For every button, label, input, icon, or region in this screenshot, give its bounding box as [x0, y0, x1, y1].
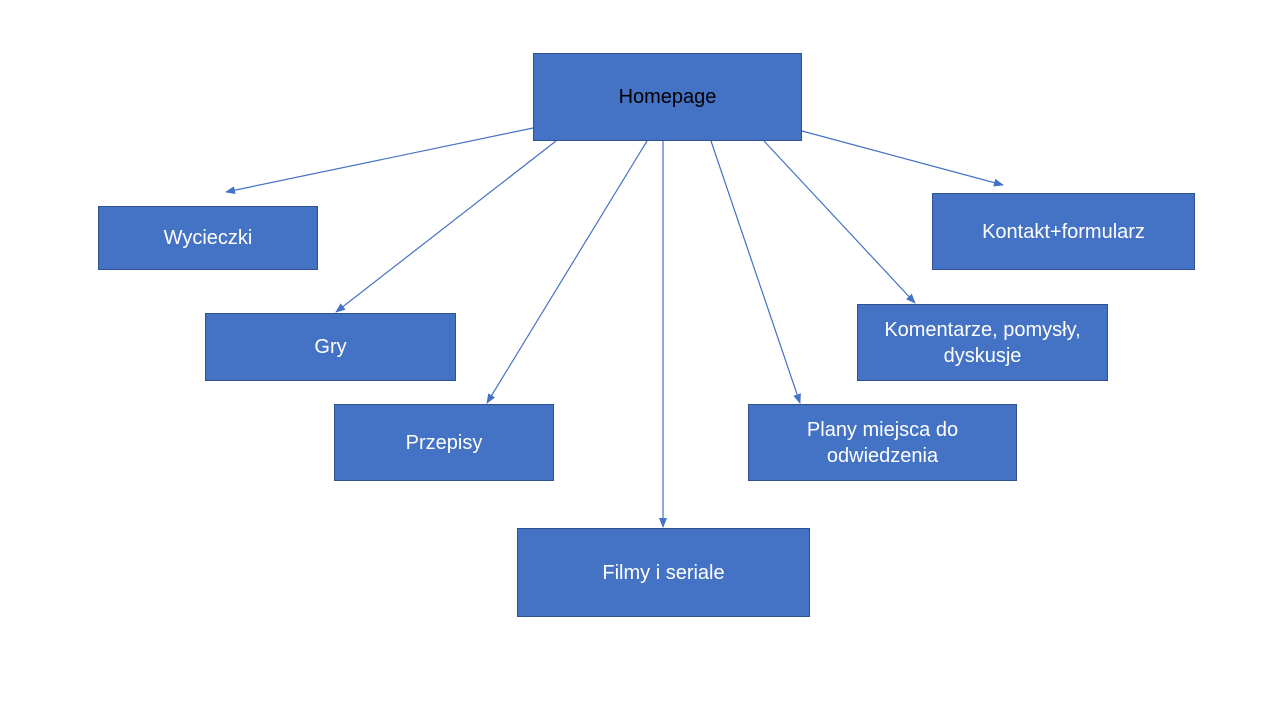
node-filmy-label: Filmy i seriale — [602, 561, 725, 584]
node-kontakt-formularz[interactable]: Kontakt+formularz — [932, 193, 1195, 270]
node-przepisy-label: Przepisy — [405, 431, 483, 454]
node-plany-miejsca[interactable]: Plany miejsca do odwiedzenia — [748, 404, 1017, 481]
edge-to-przepisy — [486, 140, 648, 404]
node-gry[interactable]: Gry — [205, 313, 456, 381]
node-kontakt-label: Kontakt+formularz — [982, 220, 1145, 243]
node-filmy-i-seriale[interactable]: Filmy i seriale — [517, 528, 810, 617]
node-komentarze-label: Komentarze, pomysły, dyskusje — [884, 318, 1081, 367]
edge-to-gry — [335, 140, 557, 313]
node-wycieczki-label: Wycieczki — [163, 227, 253, 249]
node-przepisy[interactable]: Przepisy — [334, 404, 554, 481]
node-wycieczki[interactable]: Wycieczki — [98, 206, 318, 270]
node-plany-label: Plany miejsca do odwiedzenia — [806, 418, 959, 467]
node-gry-label: Gry — [314, 336, 347, 358]
edge-to-kontakt — [801, 130, 1004, 187]
edge-to-komentarze — [763, 140, 916, 304]
node-komentarze[interactable]: Komentarze, pomysły, dyskusje — [857, 304, 1108, 381]
node-homepage[interactable]: Homepage — [533, 53, 802, 141]
edge-to-plany — [710, 140, 801, 404]
node-homepage-label: Homepage — [618, 86, 717, 108]
edge-to-wycieczki — [225, 127, 534, 195]
